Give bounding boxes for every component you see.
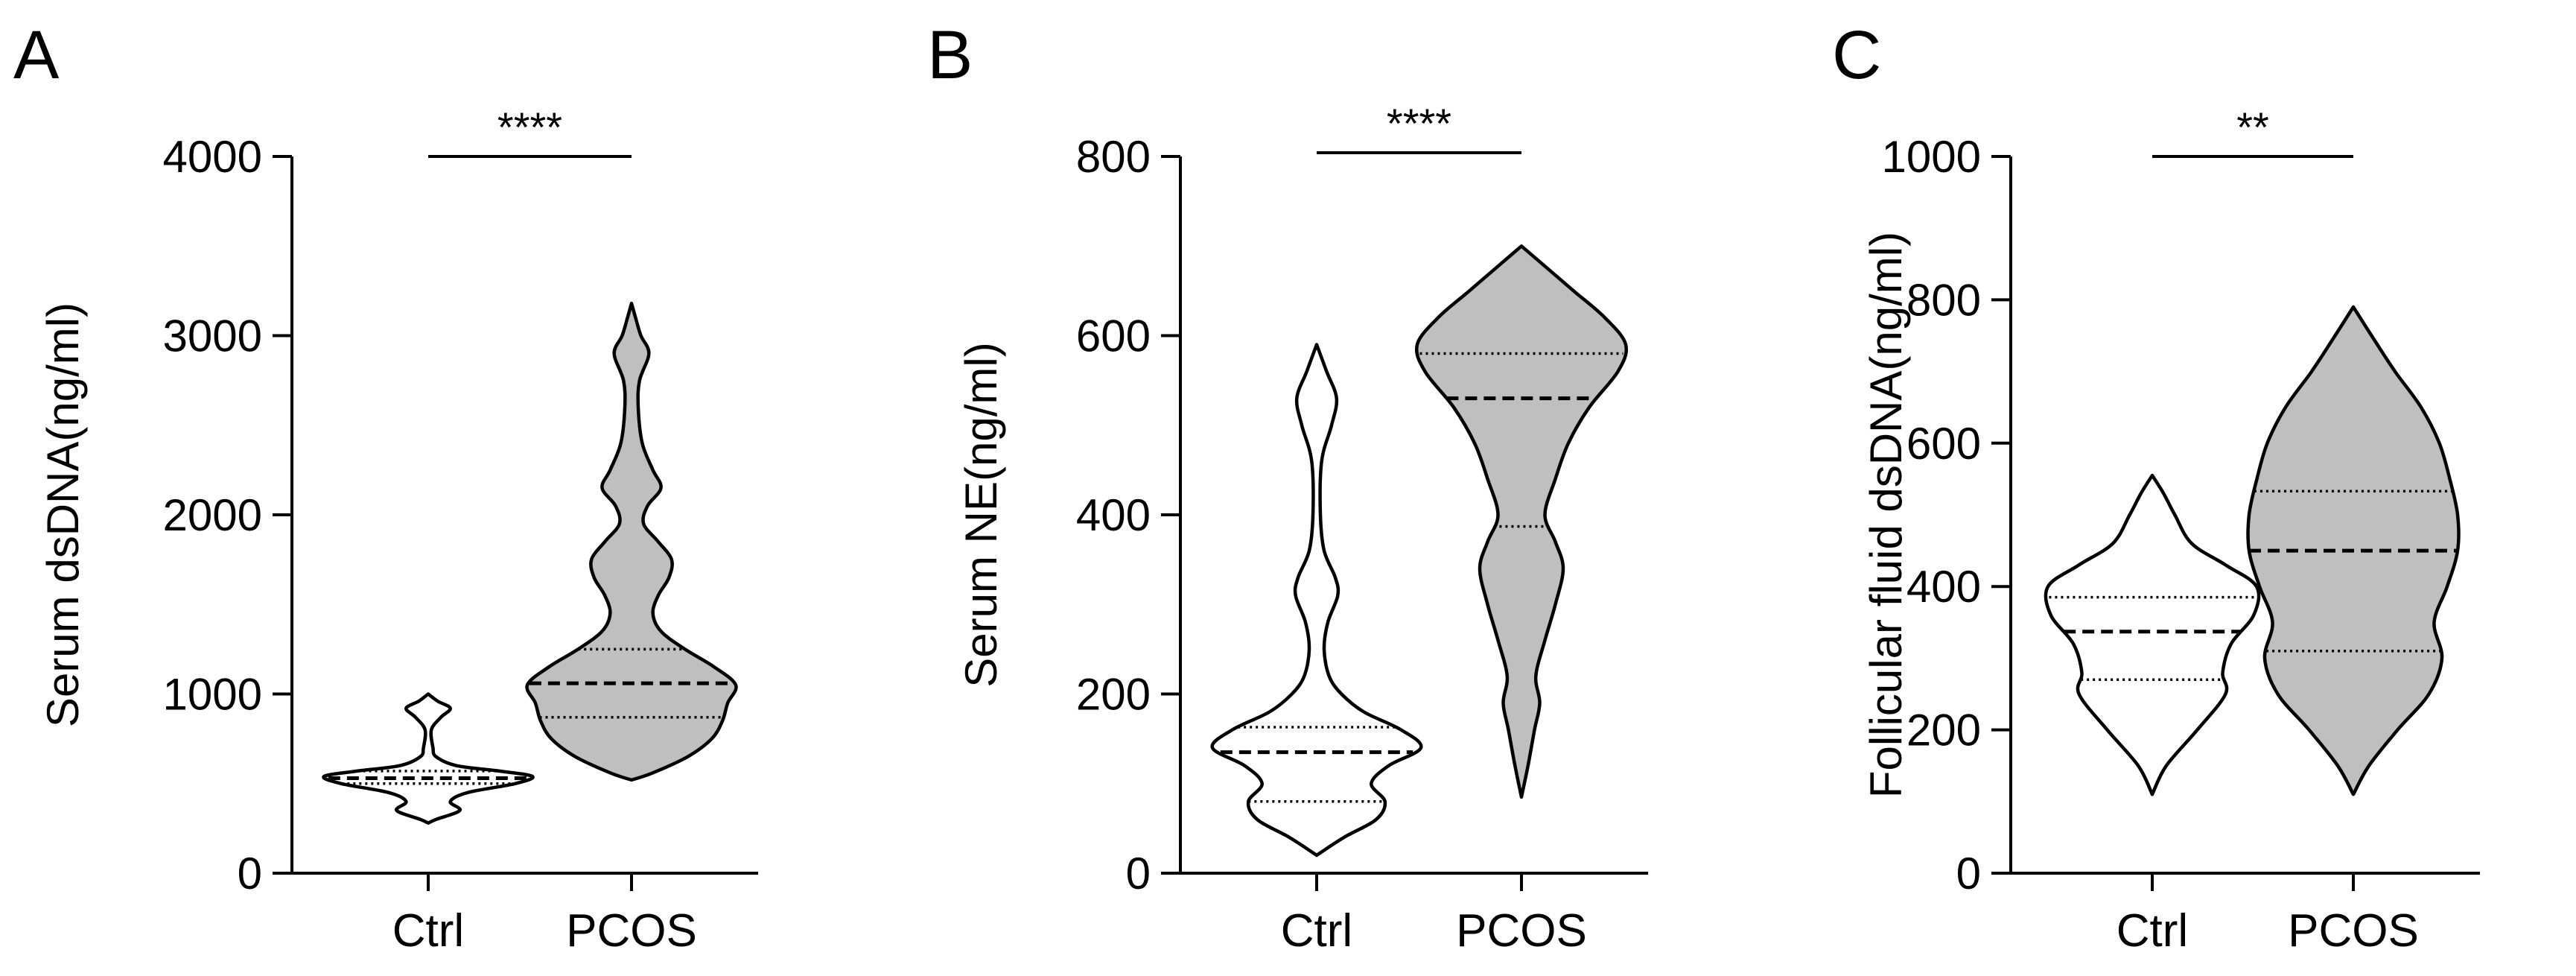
y-tick-label: 200 — [1906, 706, 1981, 755]
panel-c: C 0 200 400 600 800 1000 Follicular fluid dsDNA… — [1832, 17, 2480, 957]
x-tick-label: PCOS — [566, 905, 697, 957]
significance-label: **** — [497, 104, 562, 150]
y-tick-label: 4000 — [163, 132, 262, 182]
y-axis-title: Serum dsDNA(ng/ml) — [38, 302, 88, 727]
panel-letter: A — [13, 17, 60, 93]
y-tick-label: 400 — [1076, 490, 1151, 540]
y-tick-label: 0 — [1126, 849, 1151, 899]
panel-b: B 0 200 400 600 800 Serum NE(ng/ml) Ctrl PCOS ***… — [927, 17, 1648, 957]
violin-ctrl — [322, 692, 535, 825]
x-tick-label: PCOS — [2288, 905, 2419, 957]
y-tick-label: 3000 — [163, 311, 262, 361]
y-tick-label: 2000 — [163, 490, 262, 540]
y-tick-label: 800 — [1906, 275, 1981, 325]
significance-label: ** — [2236, 104, 2269, 150]
panel-letter: C — [1832, 17, 1881, 93]
y-tick-label: 1000 — [1882, 132, 1981, 182]
y-tick-label: 600 — [1076, 311, 1151, 361]
y-tick-label: 1000 — [163, 670, 262, 720]
violin-pcos — [525, 301, 738, 782]
y-tick-label: 0 — [1956, 849, 1981, 899]
y-axis-title: Serum NE(ng/ml) — [956, 342, 1006, 687]
y-tick-label: 0 — [238, 849, 262, 899]
y-axis-title: Follicular fluid dsDNA(ng/ml) — [1861, 232, 1911, 798]
x-tick-label: Ctrl — [1281, 905, 1352, 957]
y-tick-label: 200 — [1076, 670, 1151, 720]
violin-ctrl — [2044, 473, 2261, 796]
y-tick-label: 800 — [1076, 132, 1151, 182]
x-tick-label: PCOS — [1456, 905, 1587, 957]
significance-label: **** — [1387, 100, 1451, 147]
violin-ctrl — [1210, 343, 1423, 858]
y-tick-label: 400 — [1906, 562, 1981, 612]
panel-a: A 0 1000 2000 3000 4000 Serum dsDNA(ng/ml) Ctrl… — [13, 17, 758, 957]
x-tick-label: Ctrl — [2117, 905, 2188, 957]
violin-pcos — [1415, 244, 1628, 799]
panel-letter: B — [927, 17, 973, 93]
y-tick-label: 600 — [1906, 419, 1981, 469]
x-tick-label: Ctrl — [392, 905, 464, 957]
